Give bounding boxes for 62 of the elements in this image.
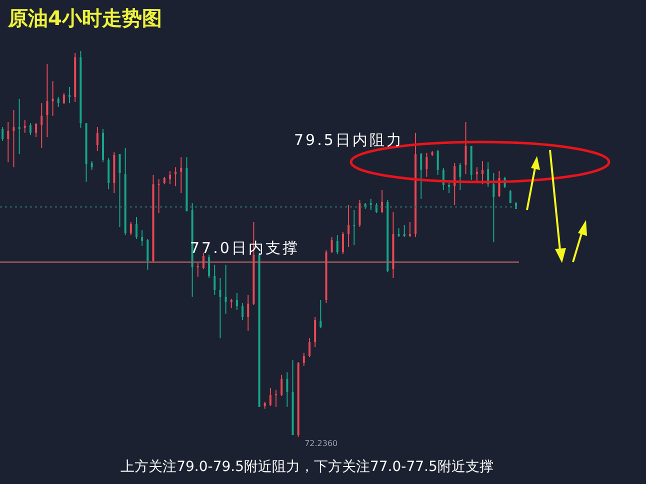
candlestick [12, 110, 15, 168]
candlestick [370, 198, 372, 211]
candlestick [492, 172, 495, 243]
candlestick [68, 86, 71, 104]
candlestick [7, 122, 10, 163]
candlestick [342, 232, 344, 255]
candlestick [136, 216, 138, 240]
candlestick [180, 156, 182, 194]
candlestick [130, 222, 132, 236]
candlestick [141, 230, 144, 246]
candlestick [509, 189, 512, 204]
candlestick [24, 120, 26, 134]
candlestick [2, 126, 4, 142]
candlestick [286, 372, 288, 408]
candlestick [247, 294, 250, 332]
candlestick [219, 277, 222, 339]
candlestick [336, 234, 338, 255]
candlestick [275, 389, 278, 408]
candlestick [242, 302, 244, 321]
candlestick [464, 122, 467, 175]
candlestick [236, 292, 238, 311]
candlestick [459, 162, 462, 190]
candlestick [18, 98, 20, 155]
candlestick [314, 316, 316, 348]
candlestick [302, 352, 305, 366]
candlestick [46, 64, 48, 138]
candlestick [224, 264, 227, 314]
candlestick [348, 204, 350, 248]
candlestick [403, 224, 406, 238]
chart-title: 原油4小时走势图 [8, 5, 162, 32]
candlestick [108, 157, 110, 190]
candlestick [426, 152, 428, 178]
candlestick [320, 299, 322, 329]
candlestick [29, 122, 32, 136]
candlestick [381, 189, 384, 214]
candlestick [57, 96, 60, 108]
candlestick [202, 252, 204, 270]
candlestick [168, 170, 171, 185]
candlestick [358, 199, 361, 228]
candlestick [408, 222, 411, 238]
candlestick [118, 154, 121, 228]
candlestick [280, 374, 283, 397]
candlestick [35, 122, 38, 138]
annotation: 79.5日内阻力 [294, 131, 404, 149]
candlestick [269, 387, 272, 407]
candlestick [96, 126, 98, 152]
candlestick [214, 264, 216, 296]
candlestick [330, 236, 333, 254]
candlestick [158, 178, 160, 214]
candlestick [436, 149, 439, 176]
candlestick [308, 338, 310, 358]
text: 72.2360 [304, 439, 338, 448]
candlestick [482, 160, 484, 185]
candlestick [208, 254, 210, 278]
candlestick [448, 182, 450, 194]
candlestick [40, 102, 43, 148]
candlestick [230, 298, 232, 309]
text: 上方关注79.0-79.5附近阻力，下方关注77.0-77.5附近支撑 [120, 459, 494, 475]
candlestick [62, 92, 65, 104]
candlestick [353, 210, 356, 246]
candlestick [420, 152, 422, 200]
candlestick [146, 238, 149, 270]
